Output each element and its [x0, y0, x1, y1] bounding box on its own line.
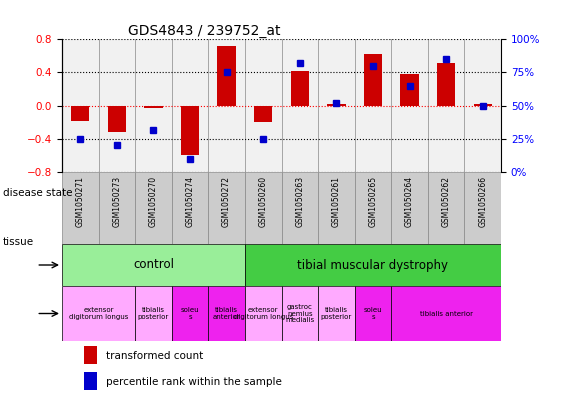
Bar	[172, 39, 208, 172]
Bar	[172, 172, 208, 244]
Bar	[71, 106, 90, 121]
Bar	[318, 286, 355, 341]
Text: GSM1050265: GSM1050265	[369, 176, 377, 227]
Text: GSM1050273: GSM1050273	[113, 176, 121, 227]
Bar	[282, 172, 318, 244]
Bar	[391, 286, 501, 341]
Text: tissue: tissue	[3, 237, 34, 246]
Bar	[208, 39, 245, 172]
Text: GSM1050266: GSM1050266	[479, 176, 487, 227]
Bar	[318, 172, 355, 244]
Text: soleu
s: soleu s	[181, 307, 199, 320]
Bar	[428, 172, 464, 244]
Bar	[400, 74, 419, 106]
Text: GSM1050260: GSM1050260	[259, 176, 267, 227]
Text: tibial muscular dystrophy: tibial muscular dystrophy	[297, 259, 449, 272]
Text: tibialis anterior: tibialis anterior	[419, 310, 473, 316]
Text: GSM1050262: GSM1050262	[442, 176, 450, 227]
Bar	[327, 104, 346, 106]
Bar	[208, 172, 245, 244]
Bar	[391, 172, 428, 244]
Bar	[245, 244, 501, 286]
Bar	[245, 172, 282, 244]
Text: gastroc
nemius
medialis: gastroc nemius medialis	[285, 303, 314, 323]
Bar	[473, 104, 492, 106]
Bar	[62, 244, 245, 286]
Text: transformed count: transformed count	[106, 351, 203, 360]
Bar	[62, 39, 99, 172]
Text: soleu
s: soleu s	[364, 307, 382, 320]
Bar	[254, 106, 272, 122]
Bar	[428, 39, 464, 172]
Bar	[437, 62, 455, 106]
Bar	[99, 172, 135, 244]
Bar	[217, 46, 236, 106]
Text: GSM1050263: GSM1050263	[296, 176, 304, 227]
Text: GSM1050274: GSM1050274	[186, 176, 194, 227]
Bar	[135, 172, 172, 244]
Bar	[355, 286, 391, 341]
Bar	[62, 286, 135, 341]
Bar	[208, 286, 245, 341]
Text: GSM1050272: GSM1050272	[222, 176, 231, 227]
Text: GDS4843 / 239752_at: GDS4843 / 239752_at	[128, 24, 280, 38]
Text: extensor
digitorum longus: extensor digitorum longus	[69, 307, 128, 320]
Text: tibialis
anterior: tibialis anterior	[213, 307, 240, 320]
Bar	[245, 39, 282, 172]
Bar	[135, 39, 172, 172]
Bar	[464, 39, 501, 172]
Bar	[291, 71, 309, 106]
Text: percentile rank within the sample: percentile rank within the sample	[106, 376, 282, 387]
Text: extensor
digitorum longus: extensor digitorum longus	[234, 307, 293, 320]
Bar	[84, 372, 97, 390]
Bar	[172, 286, 208, 341]
Bar	[355, 39, 391, 172]
Bar	[108, 106, 126, 132]
Bar	[364, 54, 382, 106]
Bar	[282, 39, 318, 172]
Text: GSM1050271: GSM1050271	[76, 176, 84, 227]
Bar	[464, 172, 501, 244]
Bar	[144, 106, 163, 108]
Bar	[99, 39, 135, 172]
Bar	[282, 286, 318, 341]
Bar	[318, 39, 355, 172]
Text: control: control	[133, 259, 174, 272]
Bar	[355, 172, 391, 244]
Bar	[62, 172, 99, 244]
Text: GSM1050264: GSM1050264	[405, 176, 414, 227]
Text: disease state: disease state	[3, 188, 72, 198]
Text: tibialis
posterior: tibialis posterior	[321, 307, 352, 320]
Bar	[84, 346, 97, 364]
Text: GSM1050270: GSM1050270	[149, 176, 158, 227]
Bar	[391, 39, 428, 172]
Bar	[245, 286, 282, 341]
Text: GSM1050261: GSM1050261	[332, 176, 341, 227]
Text: tibialis
posterior: tibialis posterior	[138, 307, 169, 320]
Bar	[181, 106, 199, 155]
Bar	[135, 286, 172, 341]
